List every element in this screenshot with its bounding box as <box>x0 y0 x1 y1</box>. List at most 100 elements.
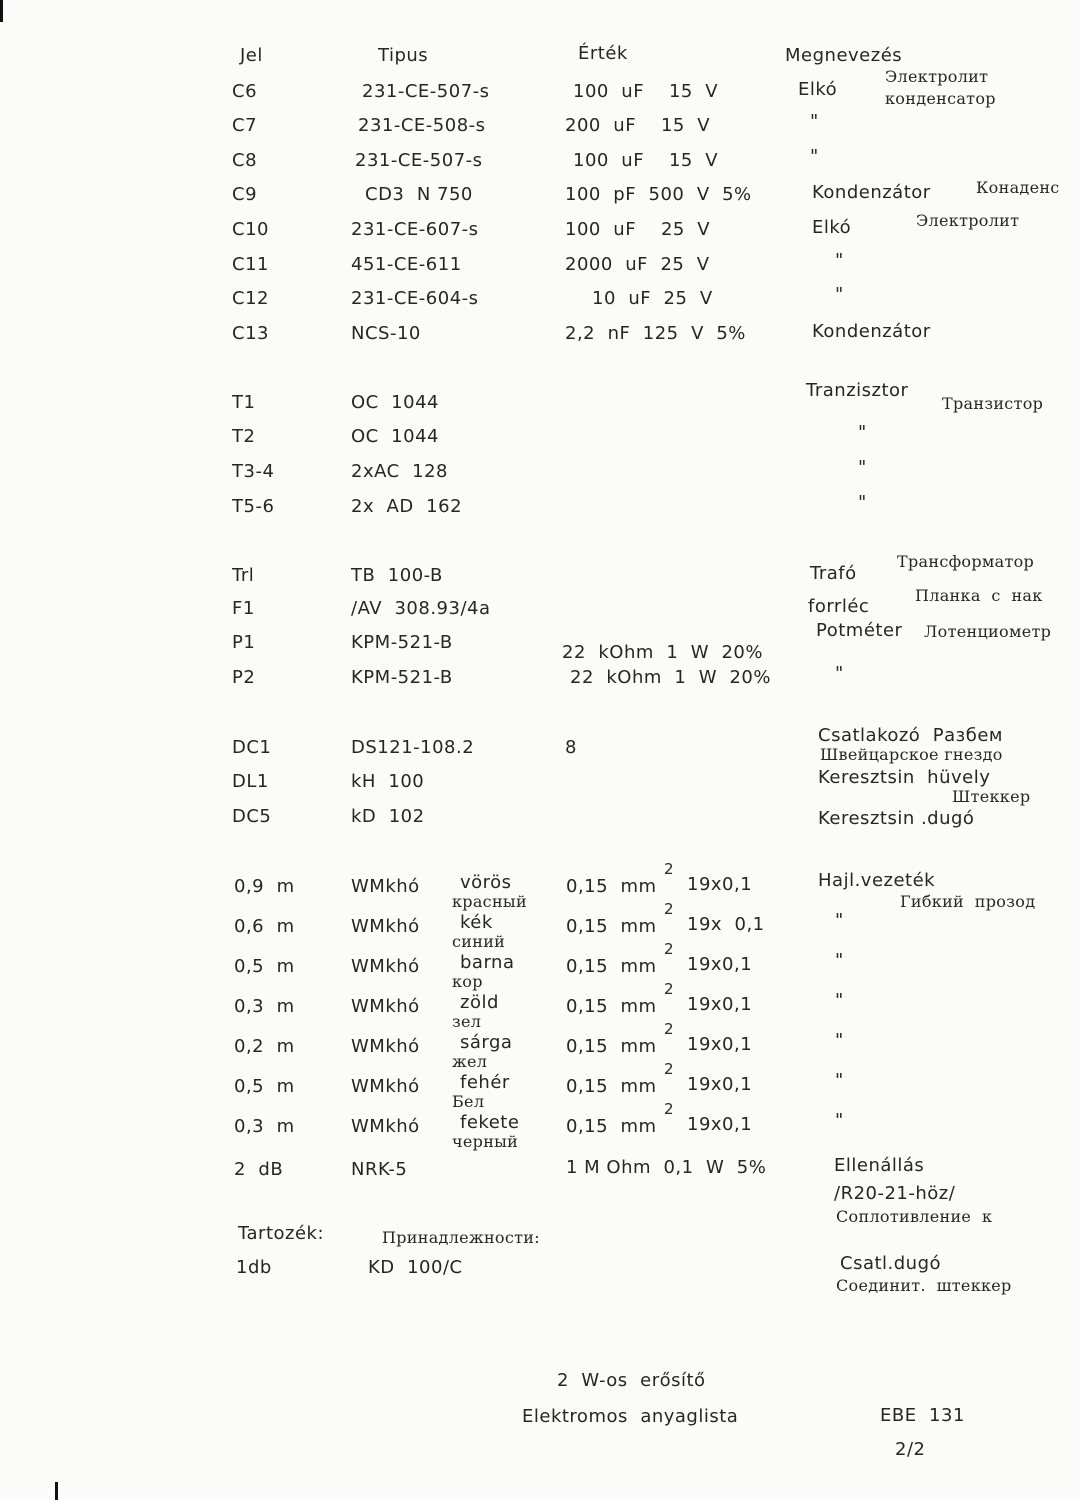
row-jel: C12 <box>232 288 269 309</box>
row-tipus: 2x AD 162 <box>351 496 463 517</box>
row-megnevezes: Elkó <box>798 79 838 100</box>
accessory-tipus: KD 100/C <box>368 1257 463 1278</box>
row-jel: DL1 <box>232 771 269 792</box>
row-ertek: 2000 uF 25 V <box>565 254 710 275</box>
row-megnevezes: Elkó <box>812 217 852 238</box>
wire-color-russian: кор <box>452 972 483 991</box>
accessory-qty: 1db <box>236 1257 272 1278</box>
accessories-label-russian: Принадлежности: <box>382 1228 540 1247</box>
row-megnevezes: " <box>835 284 844 305</box>
header-megnevezes: Megnevezés <box>785 45 903 66</box>
wire-cross-section: 0,15 mm <box>566 1076 657 1097</box>
wire-type: WMkhó <box>351 956 420 977</box>
row-jel: T5-6 <box>232 496 275 517</box>
row-russian: Планка с нак <box>915 586 1043 605</box>
row-russian-2: Штеккер <box>952 787 1031 806</box>
wire-length: 0,9 m <box>234 876 295 897</box>
row-jel: C6 <box>232 81 258 102</box>
row-ertek: 200 uF 15 V <box>565 115 711 136</box>
wire-color-russian: Бел <box>452 1092 485 1111</box>
wire-megnevezes: " <box>835 1070 844 1091</box>
row-jel: T3-4 <box>232 461 275 482</box>
row-tipus: OC 1044 <box>351 426 439 447</box>
header-ertek: Érték <box>578 43 628 64</box>
row-tipus: 2xAC 128 <box>351 461 448 482</box>
wire-color: zöld <box>460 992 499 1013</box>
wire-cross-section: 0,15 mm <box>566 1036 657 1057</box>
header-tipus: Tipus <box>378 45 429 66</box>
row-ertek: 100 uF 25 V <box>565 219 711 240</box>
row-jel: C10 <box>232 219 269 240</box>
wire-strands: 19x0,1 <box>687 954 753 975</box>
row-ertek: 22 kOhm 1 W 20% <box>570 667 771 688</box>
row-jel: C11 <box>232 254 269 275</box>
wire-cross-section-exp: 2 <box>664 1020 675 1038</box>
wire-cross-section-exp: 2 <box>664 980 675 998</box>
wire-length: 0,5 m <box>234 1076 295 1097</box>
wire-type: WMkhó <box>351 996 420 1017</box>
row-russian: Лотенциометр <box>924 622 1052 641</box>
footer-title: 2 W-os erősítő <box>557 1370 706 1391</box>
row-megnevezes: Kondenzátor <box>812 182 931 203</box>
row-ertek: 2,2 nF 125 V 5% <box>565 323 746 344</box>
footer-subtitle: Elektromos anyaglista <box>522 1406 739 1427</box>
row-megnevezes: " <box>810 111 819 132</box>
wire-color: fehér <box>460 1072 510 1093</box>
wire-length: 0,3 m <box>234 996 295 1017</box>
row-ertek: 8 <box>565 737 577 758</box>
row-jel: T1 <box>232 392 256 413</box>
row-jel: DC5 <box>232 806 272 827</box>
wire-color-russian: красный <box>452 892 527 911</box>
row-tipus: 231-CE-508-s <box>358 115 486 136</box>
row-tipus: CD3 N 750 <box>365 184 473 205</box>
row-tipus: OC 1044 <box>351 392 439 413</box>
wire-length: 0,6 m <box>234 916 295 937</box>
row-megnevezes: Potméter <box>816 620 903 641</box>
wire-type: WMkhó <box>351 1116 420 1137</box>
row-tipus: kD 102 <box>351 806 425 827</box>
row-jel: C13 <box>232 323 269 344</box>
header-jel: Jel <box>240 45 263 66</box>
row-tipus: 451-CE-611 <box>351 254 462 275</box>
row-megnevezes: " <box>835 250 844 271</box>
row-tipus: TB 100-B <box>351 565 443 586</box>
row-russian-2: Швейцарское гнездо <box>820 745 1003 764</box>
wire-length: 0,2 m <box>234 1036 295 1057</box>
row-russian: Трансформатор <box>897 552 1035 571</box>
row-russian: Транзистор <box>942 394 1044 413</box>
wire-color: barna <box>460 952 515 973</box>
row-jel: DC1 <box>232 737 272 758</box>
wire-cross-section-exp: 2 <box>664 1100 675 1118</box>
row-ertek: 100 pF 500 V 5% <box>565 184 752 205</box>
wire-strands: 19x0,1 <box>687 994 753 1015</box>
resistor-russian: Соплотивление к <box>836 1207 993 1226</box>
wire-megnevezes: " <box>835 990 844 1011</box>
wire-cross-section-exp: 2 <box>664 860 675 878</box>
row-megnevezes: " <box>810 146 819 167</box>
row-tipus: /AV 308.93/4a <box>351 598 491 619</box>
footer-page: 2/2 <box>895 1439 926 1460</box>
accessories-label: Tartozék: <box>238 1223 325 1244</box>
row-ertek: 100 uF 15 V <box>573 81 719 102</box>
wire-length: 0,5 m <box>234 956 295 977</box>
wire-russian: Гибкий прозод <box>900 892 1036 911</box>
scan-edge-mark <box>0 0 3 22</box>
resistor-ertek: 1 M Ohm 0,1 W 5% <box>566 1157 767 1178</box>
row-megnevezes: Trafó <box>810 563 857 584</box>
wire-megnevezes: " <box>835 1030 844 1051</box>
footer-doc-id: EBE 131 <box>880 1405 965 1426</box>
wire-cross-section: 0,15 mm <box>566 916 657 937</box>
wire-color-russian: жел <box>452 1052 488 1071</box>
row-tipus: 231-CE-604-s <box>351 288 479 309</box>
row-megnevezes: Tranzisztor <box>806 380 909 401</box>
accessory-russian: Соединит. штеккер <box>836 1276 1012 1295</box>
row-russian: Электролит <box>916 211 1020 230</box>
row-jel: F1 <box>232 598 255 619</box>
wire-color-russian: черный <box>452 1132 519 1151</box>
wire-color: vörös <box>460 872 512 893</box>
row-ertek: 22 kOhm 1 W 20% <box>562 642 763 663</box>
row-tipus: kH 100 <box>351 771 425 792</box>
wire-cross-section-exp: 2 <box>664 900 675 918</box>
resistor-jel: 2 dB <box>234 1159 284 1180</box>
wire-type: WMkhó <box>351 876 420 897</box>
